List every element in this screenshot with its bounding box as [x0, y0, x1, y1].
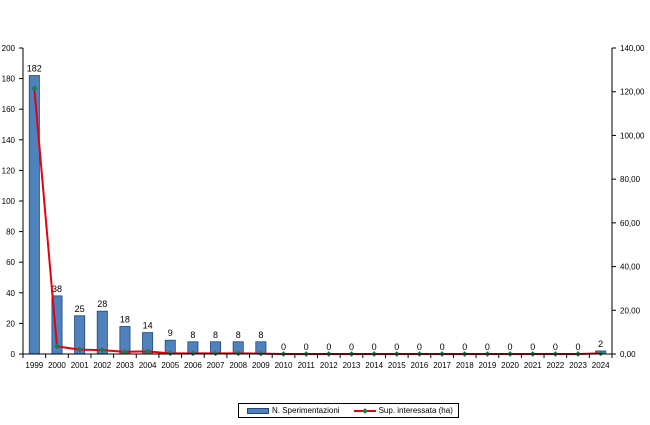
line-point-marker: [99, 347, 106, 353]
bar-data-label: 0: [304, 342, 309, 352]
x-tick-label: 2017: [433, 361, 451, 370]
left-y-tick-label: 140: [2, 136, 16, 145]
legend-label-line: Sup. interessata (ha): [378, 406, 453, 415]
x-tick-label: 2022: [546, 361, 564, 370]
left-y-tick-label: 60: [6, 258, 15, 267]
bar-data-label: 0: [576, 342, 581, 352]
bar-data-label: 25: [75, 304, 85, 314]
left-y-tick-label: 200: [2, 44, 16, 53]
x-tick-label: 2006: [184, 361, 202, 370]
x-tick-label: 2008: [229, 361, 247, 370]
x-tick-label: 2012: [320, 361, 338, 370]
bar-data-label: 2: [598, 339, 603, 349]
line-point-marker: [144, 348, 151, 355]
bar-data-label: 0: [326, 342, 331, 352]
left-y-tick-label: 120: [2, 166, 16, 175]
right-y-tick-label: 100,00: [620, 131, 645, 140]
x-tick-label: 2014: [365, 361, 383, 370]
bar-data-label: 28: [97, 299, 107, 309]
x-tick-label: 2013: [343, 361, 361, 370]
legend-line-swatch: [353, 407, 376, 415]
x-tick-label: 2023: [569, 361, 587, 370]
line-point-marker: [76, 346, 83, 353]
x-tick-label: 2004: [139, 361, 157, 370]
right-y-axis-ticks: 0,00 20,00 40,00 60,00 80,00 100,00 120,00 140,…: [612, 44, 645, 359]
left-y-tick-label: 40: [6, 289, 15, 298]
right-y-tick-label: 0,00: [620, 350, 636, 359]
line-point-marker: [597, 350, 604, 357]
x-tick-label: 2007: [207, 361, 225, 370]
x-tick-label: 2018: [456, 361, 474, 370]
x-tick-label: 2003: [116, 361, 134, 370]
bar-data-label: 0: [394, 342, 399, 352]
left-y-axis-ticks: 0 20 40 60 80 100 120 140 160 180 200: [2, 44, 23, 359]
line-series: [31, 85, 604, 357]
right-y-tick-label: 120,00: [620, 88, 645, 97]
x-tick-label: 2024: [592, 361, 610, 370]
x-tick-label: 2011: [298, 361, 316, 370]
x-tick-label: 2005: [161, 361, 179, 370]
bar-data-label: 18: [120, 314, 130, 324]
right-y-tick-label: 20,00: [620, 306, 641, 315]
right-y-tick-label: 80,00: [620, 175, 641, 184]
bar-data-label: 0: [462, 342, 467, 352]
left-y-tick-label: 0: [11, 350, 16, 359]
x-tick-label: 2009: [252, 361, 270, 370]
x-tick-label: 2021: [524, 361, 542, 370]
legend-label-bars: N. Sperimentazioni: [272, 406, 340, 415]
right-y-tick-label: 60,00: [620, 219, 641, 228]
bar-data-label: 8: [258, 330, 263, 340]
bar-data-label: 182: [27, 64, 42, 74]
bar-data-label: 14: [143, 321, 153, 331]
bar: [28, 75, 40, 355]
axes: [22, 48, 613, 355]
bar-data-label: 9: [168, 328, 173, 338]
x-tick-label: 1999: [25, 361, 43, 370]
x-tick-label: 2015: [388, 361, 406, 370]
bar-data-label: 0: [485, 342, 490, 352]
line-point-marker: [122, 348, 128, 355]
bar-data-label: 0: [440, 342, 445, 352]
legend-item-line: Sup. interessata (ha): [353, 406, 453, 415]
x-tick-label: 2019: [479, 361, 497, 370]
bar-data-label: 0: [553, 342, 558, 352]
x-tick-label: 2000: [48, 361, 66, 370]
line-point-marker: [235, 350, 242, 357]
legend: N. Sperimentazioni Sup. interessata (ha): [238, 403, 459, 418]
bar-data-label: 8: [213, 330, 218, 340]
line-point-marker: [167, 350, 174, 357]
line-point-marker: [212, 350, 219, 357]
line-point-marker: [190, 350, 196, 357]
right-y-tick-label: 140,00: [620, 44, 645, 53]
bar-data-label: 8: [190, 330, 195, 340]
x-tick-label: 2001: [71, 361, 89, 370]
left-y-tick-label: 20: [6, 319, 15, 328]
left-y-tick-label: 100: [2, 197, 16, 206]
x-tick-label: 2002: [93, 361, 111, 370]
left-y-tick-label: 160: [2, 105, 16, 114]
bar-data-label: 0: [417, 342, 422, 352]
bar-data-label: 0: [530, 342, 535, 352]
x-tick-label: 2016: [411, 361, 429, 370]
x-axis-ticks: 1999 2000 2001 2002 2003 2004 2005 2006 2007 2008…: [22, 354, 613, 370]
right-y-tick-label: 40,00: [620, 263, 641, 272]
bar-data-label: 8: [236, 330, 241, 340]
bar-data-label: 38: [52, 284, 62, 294]
legend-bar-swatch: [247, 407, 269, 414]
left-y-tick-label: 80: [6, 228, 15, 237]
bar-data-label: 0: [372, 342, 377, 352]
left-y-tick-label: 180: [2, 75, 16, 84]
bar-data-label: 0: [281, 342, 286, 352]
bar-data-labels: 182 38 25 28 18 14 9 8 8 8 8 0 0 0 0 0 0 0 0 0 0 0 0 0 0 2: [27, 64, 603, 352]
x-tick-label: 2010: [275, 361, 293, 370]
bar-data-label: 0: [508, 342, 513, 352]
bar-data-label: 0: [349, 342, 354, 352]
bar-series: [28, 75, 607, 355]
legend-item-bars: N. Sperimentazioni: [247, 406, 340, 415]
x-tick-label: 2020: [501, 361, 519, 370]
